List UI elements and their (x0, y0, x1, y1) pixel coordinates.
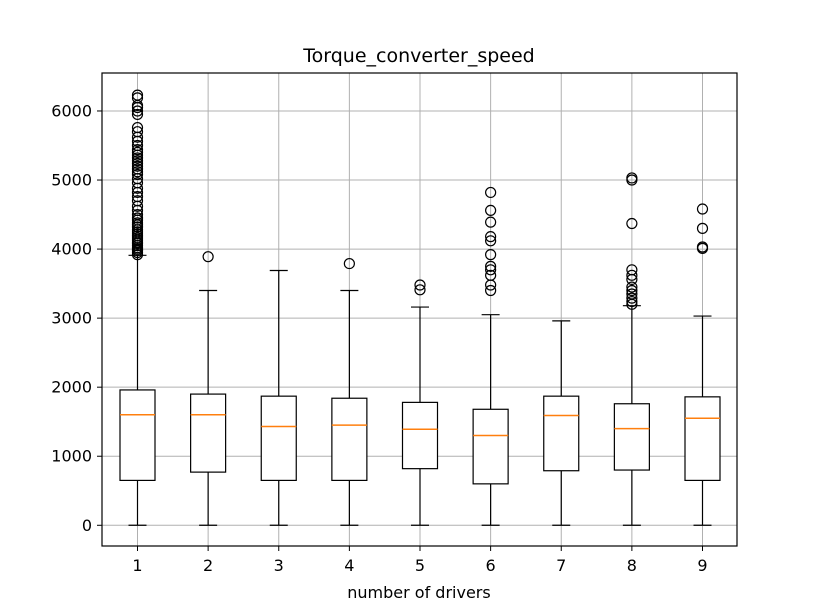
y-tick-label: 6000 (51, 101, 92, 120)
x-tick-label: 6 (486, 556, 496, 575)
outlier-point (131, 212, 144, 224)
outlier-point (131, 152, 144, 164)
iqr-box (119, 389, 156, 482)
outlier-point (131, 157, 144, 170)
outlier-point (696, 203, 709, 215)
outlier-point (626, 295, 638, 308)
x-tick-label: 9 (697, 556, 707, 575)
outlier-point (626, 281, 638, 293)
outlier-point (131, 146, 144, 159)
box-series (119, 89, 721, 526)
box-group-2 (190, 251, 227, 526)
box-group-1 (119, 89, 156, 526)
outlier-point (485, 235, 497, 247)
box-group-7 (543, 320, 580, 526)
outlier-point (485, 249, 497, 261)
outlier-point (131, 108, 144, 121)
x-tick-label: 5 (415, 556, 425, 575)
y-tick-label: 1000 (51, 447, 92, 466)
outlier-point (131, 89, 144, 101)
outlier-point (485, 186, 497, 199)
outlier-point (131, 160, 144, 172)
outlier-point (131, 217, 144, 229)
outlier-point (343, 257, 355, 270)
outlier-point (131, 105, 144, 117)
iqr-box (190, 393, 227, 473)
outlier-point (131, 121, 144, 134)
outlier-point (485, 231, 497, 243)
x-tick-label: 3 (274, 556, 284, 575)
x-tick-label: 1 (132, 556, 142, 575)
outlier-point (131, 168, 144, 181)
outlier-point (696, 222, 709, 234)
y-tick-label: 4000 (51, 240, 92, 259)
box-group-4 (331, 257, 368, 526)
outlier-point (131, 92, 144, 104)
iqr-box (543, 395, 580, 472)
iqr-box (260, 395, 297, 482)
outlier-point (131, 177, 144, 189)
box-group-6 (472, 186, 509, 526)
outlier-point (131, 191, 144, 203)
axes: 0 1000 2000 3000 4000 5000 6000 1 2 3 4 5 6 7 8 9 (51, 101, 707, 575)
outlier-point (131, 155, 144, 167)
outlier-point (131, 166, 144, 178)
outlier-point (485, 269, 497, 281)
outlier-point (131, 139, 144, 152)
chart-title: Torque_converter_speed (302, 45, 534, 67)
outlier-point (626, 292, 638, 304)
outlier-point (626, 284, 638, 297)
x-tick-label: 8 (627, 556, 637, 575)
outlier-point (414, 279, 426, 291)
x-tick-label: 2 (203, 556, 213, 575)
box-group-9 (684, 203, 721, 526)
box-group-8 (613, 172, 650, 526)
outlier-point (485, 204, 497, 217)
iqr-box (684, 396, 721, 482)
outlier-point (485, 264, 497, 276)
outlier-point (626, 172, 638, 184)
iqr-box (472, 408, 509, 485)
y-tick-label: 3000 (51, 309, 92, 328)
x-tick-label: 4 (344, 556, 354, 575)
outlier-point (626, 269, 638, 281)
outlier-point (414, 284, 426, 296)
x-axis-label: number of drivers (347, 583, 490, 602)
outlier-point (131, 195, 144, 207)
outlier-point (202, 251, 214, 263)
iqr-box (331, 397, 368, 482)
outlier-point (131, 126, 144, 138)
outlier-point (696, 241, 709, 253)
outlier-point (131, 163, 144, 175)
outlier-point (485, 216, 497, 228)
outlier-point (485, 284, 497, 297)
outlier-point (485, 260, 497, 272)
x-tick-label: 7 (556, 556, 566, 575)
outlier-point (626, 217, 638, 230)
outlier-point (131, 144, 144, 156)
box-group-5 (401, 279, 439, 526)
outlier-point (626, 288, 638, 300)
iqr-box (613, 403, 650, 471)
outlier-point (131, 208, 144, 221)
y-tick-label: 0 (82, 516, 92, 535)
iqr-box (401, 401, 439, 470)
outlier-point (626, 264, 638, 276)
box-group-3 (260, 269, 297, 526)
y-tick-label: 2000 (51, 378, 92, 397)
y-tick-label: 5000 (51, 171, 92, 190)
